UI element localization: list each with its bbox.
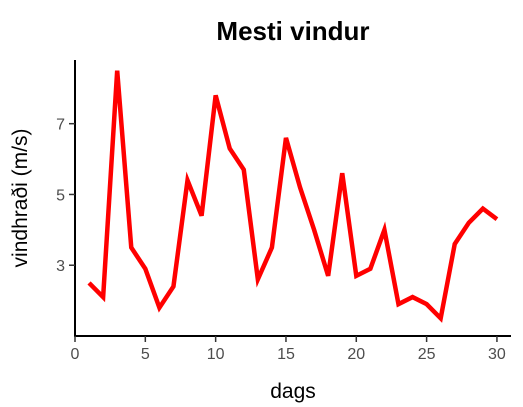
y-axis-ticks: 3 5 7 <box>56 117 75 275</box>
x-tick-label: 30 <box>488 346 506 363</box>
x-tick-label: 10 <box>207 346 225 363</box>
chart-title: Mesti vindur <box>216 16 369 46</box>
y-tick-label: 7 <box>56 117 65 134</box>
x-axis-ticks: 0 5 10 15 20 25 30 <box>71 336 506 363</box>
x-tick-label: 15 <box>277 346 295 363</box>
x-axis-title: dags <box>270 380 316 403</box>
y-tick-label: 3 <box>56 258 65 275</box>
x-tick-label: 5 <box>141 346 150 363</box>
x-tick-label: 0 <box>71 346 80 363</box>
x-tick-label: 20 <box>347 346 365 363</box>
series-line <box>87 70 499 323</box>
x-tick-label: 25 <box>418 346 436 363</box>
y-axis-title: vindhraði (m/s) <box>9 129 32 268</box>
plot-area <box>87 70 499 323</box>
y-tick-label: 5 <box>56 187 65 204</box>
